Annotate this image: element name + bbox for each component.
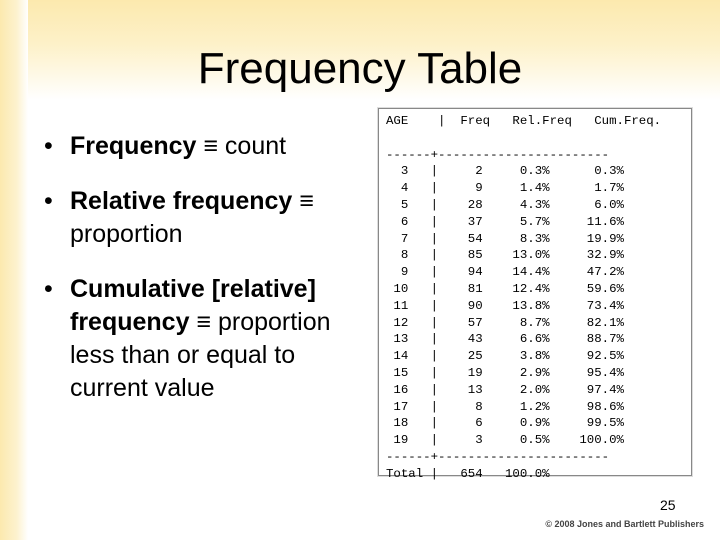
- table-row: 8 | 85 13.0% 32.9%: [386, 248, 624, 263]
- table-row: 15 | 19 2.9% 95.4%: [386, 365, 624, 380]
- table-header: AGE | Freq Rel.Freq Cum.Freq.: [386, 114, 662, 128]
- table-total-row: Total | 654 100.0%: [386, 466, 550, 481]
- bullet-term: Frequency: [70, 132, 197, 160]
- table-row: 5 | 28 4.3% 6.0%: [386, 197, 624, 212]
- bullet-relative-frequency: • Relative frequency ≡ proportion: [42, 185, 362, 251]
- bullet-frequency: • Frequency ≡ count: [42, 130, 362, 163]
- table-row: 3 | 2 0.3% 0.3%: [386, 164, 624, 179]
- bullet-list: • Frequency ≡ count • Relative frequency…: [42, 130, 362, 427]
- bullet-definition: ≡ count: [196, 132, 287, 160]
- bullet-definition: ≡ proportion: [70, 187, 314, 248]
- table-row: 17 | 8 1.2% 98.6%: [386, 399, 624, 414]
- bullet-term: Cumulative [relative] frequency: [70, 275, 316, 336]
- frequency-table: AGE | Freq Rel.Freq Cum.Freq. ------+----…: [379, 109, 691, 483]
- table-row: 4 | 9 1.4% 1.7%: [386, 181, 624, 196]
- table-row: 6 | 37 5.7% 11.6%: [386, 214, 624, 229]
- table-row: 18 | 6 0.9% 99.5%: [386, 416, 624, 431]
- table-row: 11 | 90 13.8% 73.4%: [386, 298, 624, 313]
- table-row: 13 | 43 6.6% 88.7%: [386, 332, 624, 347]
- table-row: 19 | 3 0.5% 100.0%: [386, 433, 624, 448]
- table-row: 9 | 94 14.4% 47.2%: [386, 265, 624, 280]
- table-row: 7 | 54 8.3% 19.9%: [386, 231, 624, 246]
- bullet-dot: •: [44, 275, 53, 303]
- table-row: 12 | 57 8.7% 82.1%: [386, 315, 624, 330]
- bullet-cumulative-frequency: • Cumulative [relative] frequency ≡ prop…: [42, 273, 362, 405]
- copyright-notice: © 2008 Jones and Bartlett Publishers: [545, 519, 704, 529]
- page-number: 25: [660, 497, 676, 513]
- bullet-dot: •: [44, 187, 53, 215]
- table-row: 10 | 81 12.4% 59.6%: [386, 281, 624, 296]
- left-gradient: [0, 0, 28, 540]
- bullet-dot: •: [44, 132, 53, 160]
- table-separator: ------+-----------------------: [386, 147, 610, 162]
- frequency-table-box: AGE | Freq Rel.Freq Cum.Freq. ------+----…: [378, 108, 692, 481]
- top-gradient: [0, 0, 720, 100]
- table-separator: ------+-----------------------: [386, 449, 610, 464]
- table-rows: 3 | 2 0.3% 0.3% 4 | 9 1.4% 1.7% 5 | 28 4…: [386, 163, 691, 449]
- table-row: 16 | 13 2.0% 97.4%: [386, 382, 624, 397]
- bullet-term: Relative frequency: [70, 187, 293, 215]
- bullet-definition: ≡ proportion less than or equal to curre…: [70, 308, 331, 402]
- table-row: 14 | 25 3.8% 92.5%: [386, 349, 624, 364]
- slide-title: Frequency Table: [0, 44, 720, 94]
- slide-title-text: Frequency Table: [197, 44, 523, 93]
